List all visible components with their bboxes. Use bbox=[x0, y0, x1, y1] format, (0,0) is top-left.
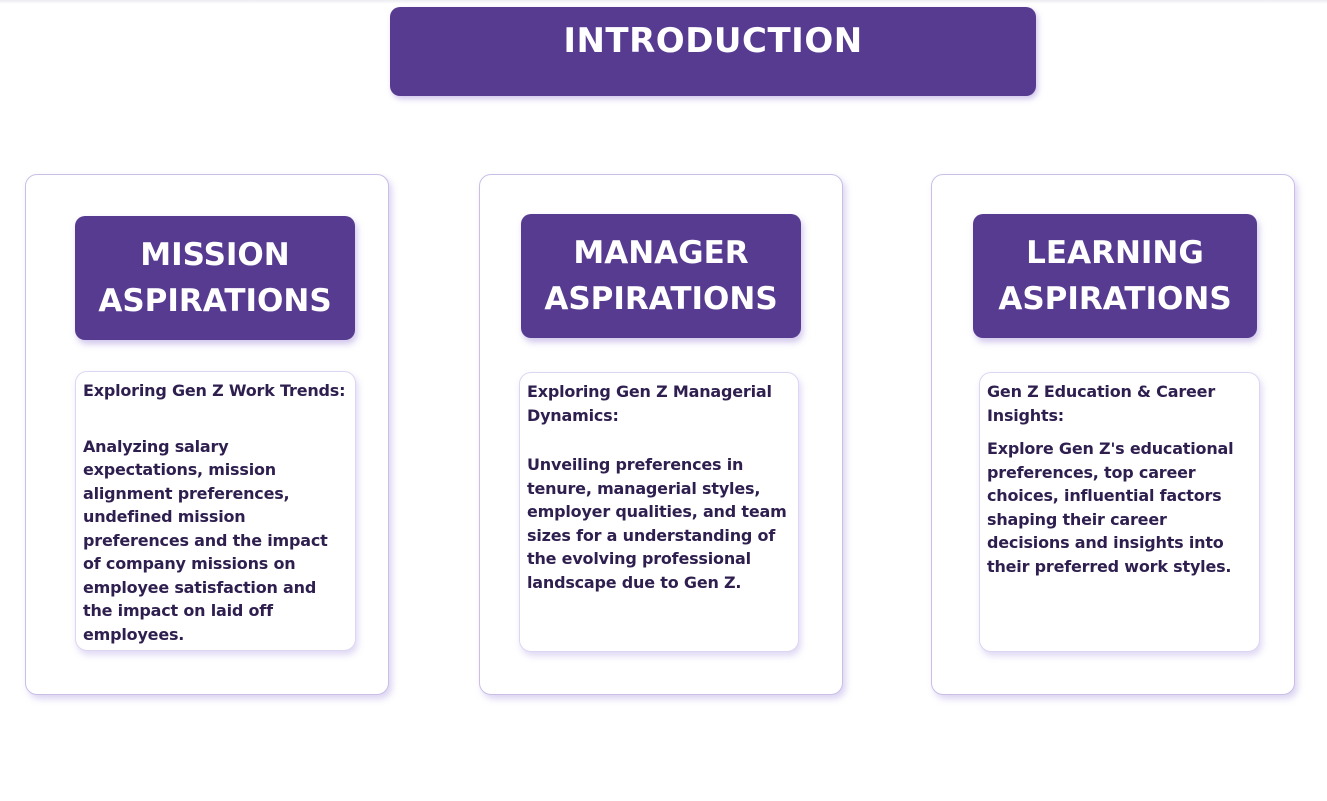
introduction-header: INTRODUCTION bbox=[390, 7, 1036, 96]
manager-title-line2: ASPIRATIONS bbox=[544, 281, 778, 317]
learning-title-line1: LEARNING bbox=[1026, 235, 1204, 271]
learning-description-box: Gen Z Education & Career Insights: Explo… bbox=[979, 372, 1260, 652]
mission-card: MISSION ASPIRATIONS Exploring Gen Z Work… bbox=[25, 174, 389, 695]
mission-title-box[interactable]: MISSION ASPIRATIONS bbox=[75, 216, 355, 340]
learning-heading: Gen Z Education & Career Insights: bbox=[987, 382, 1216, 425]
manager-description: Unveiling preferences in tenure, manager… bbox=[527, 455, 787, 592]
manager-card: MANAGER ASPIRATIONS Exploring Gen Z Mana… bbox=[479, 174, 843, 695]
learning-title-box[interactable]: LEARNING ASPIRATIONS bbox=[973, 214, 1257, 338]
mission-title-line1: MISSION bbox=[140, 237, 290, 273]
learning-description: Explore Gen Z's educational preferences,… bbox=[987, 439, 1234, 576]
manager-description-box: Exploring Gen Z Managerial Dynamics: Unv… bbox=[519, 372, 799, 652]
top-divider bbox=[0, 0, 1327, 4]
introduction-title: INTRODUCTION bbox=[563, 21, 863, 61]
manager-title-box[interactable]: MANAGER ASPIRATIONS bbox=[521, 214, 801, 338]
mission-heading: Exploring Gen Z Work Trends: bbox=[83, 381, 346, 400]
manager-title-line1: MANAGER bbox=[573, 235, 749, 271]
mission-title-line2: ASPIRATIONS bbox=[98, 283, 332, 319]
manager-heading: Exploring Gen Z Managerial Dynamics: bbox=[527, 382, 772, 425]
mission-description-box: Exploring Gen Z Work Trends: Analyzing s… bbox=[75, 371, 356, 651]
mission-description: Analyzing salary expectations, mission a… bbox=[83, 436, 328, 644]
learning-title-line2: ASPIRATIONS bbox=[998, 281, 1232, 317]
learning-card: LEARNING ASPIRATIONS Gen Z Education & C… bbox=[931, 174, 1295, 695]
